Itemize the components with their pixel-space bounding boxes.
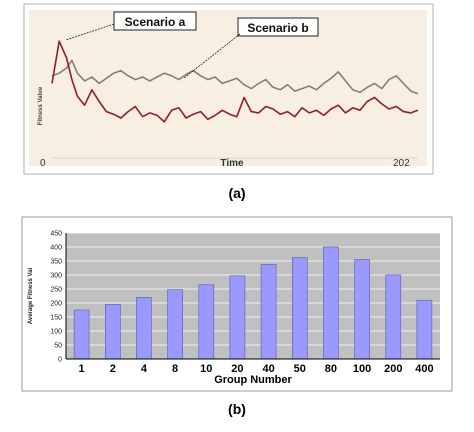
panel-a-label: (a)	[228, 185, 245, 201]
callout-pointer-a	[65, 23, 115, 41]
y-tick-label: 150	[50, 315, 62, 322]
callout-scenario-a: Scenario a	[125, 15, 186, 29]
x-tick-label: 400	[415, 363, 433, 375]
y-tick-label: 450	[50, 231, 62, 238]
bar-20	[229, 275, 246, 360]
bar-8	[167, 289, 183, 360]
bar-2	[105, 304, 121, 360]
y-tick-label: 50	[54, 343, 62, 350]
panel-b-label: (b)	[228, 401, 246, 417]
panel-b-yticks: 0 50 100 150 200 250 300 350 400 450	[50, 231, 62, 364]
panel-b-plot-area	[66, 233, 440, 359]
bar-200	[385, 274, 402, 360]
x-tick-label: 200	[384, 363, 402, 375]
x-tick-label: 80	[325, 363, 337, 375]
panel-a-background	[29, 10, 427, 166]
bar-80	[323, 246, 339, 360]
panel-a-xtick-end: 202	[393, 158, 410, 169]
callout-box-a	[113, 11, 197, 31]
x-tick-label: 20	[231, 363, 243, 375]
y-tick-label: 300	[50, 273, 62, 280]
x-tick-label: 8	[172, 363, 178, 375]
panel-b-xticks: 1 2 4 8 10 20 40 50 80 100 200 400	[79, 363, 434, 375]
panel-a-ylabel: Fitness Value	[38, 86, 44, 125]
series-line-scenario-a	[51, 40, 419, 123]
y-tick-label: 200	[50, 301, 62, 308]
bar-1	[73, 309, 90, 360]
y-tick-label: 400	[50, 245, 62, 252]
callout-scenario-b: Scenario b	[247, 21, 308, 35]
series-line-scenario-b	[51, 59, 419, 95]
panel-a-series	[51, 40, 419, 123]
panel-a-xlabel: Time	[220, 158, 244, 169]
x-tick-label: 100	[353, 363, 371, 375]
x-tick-label: 4	[141, 363, 148, 375]
x-tick-label: 2	[110, 363, 116, 375]
y-tick-label: 350	[50, 259, 62, 266]
bar-100	[354, 259, 370, 360]
panel-a-xtick-start: 0	[40, 158, 46, 169]
x-tick-label: 50	[294, 363, 306, 375]
x-tick-label: 10	[200, 363, 212, 375]
y-tick-label: 250	[50, 287, 62, 294]
callout-box-b	[237, 17, 319, 37]
bar-40	[260, 264, 277, 360]
x-tick-label: 40	[262, 363, 274, 375]
y-tick-label: 0	[58, 357, 62, 364]
panel-b-xlabel: Group Number	[214, 374, 292, 386]
bar-50	[291, 257, 308, 360]
y-tick-label: 100	[50, 329, 62, 336]
panel-b-gridlines	[66, 232, 440, 346]
panel-b-ylabel: Average Fitness Val	[28, 267, 34, 324]
bar-10	[198, 284, 215, 360]
bar-4	[136, 297, 152, 360]
bar-400	[416, 299, 433, 360]
x-tick-label: 1	[79, 363, 85, 375]
